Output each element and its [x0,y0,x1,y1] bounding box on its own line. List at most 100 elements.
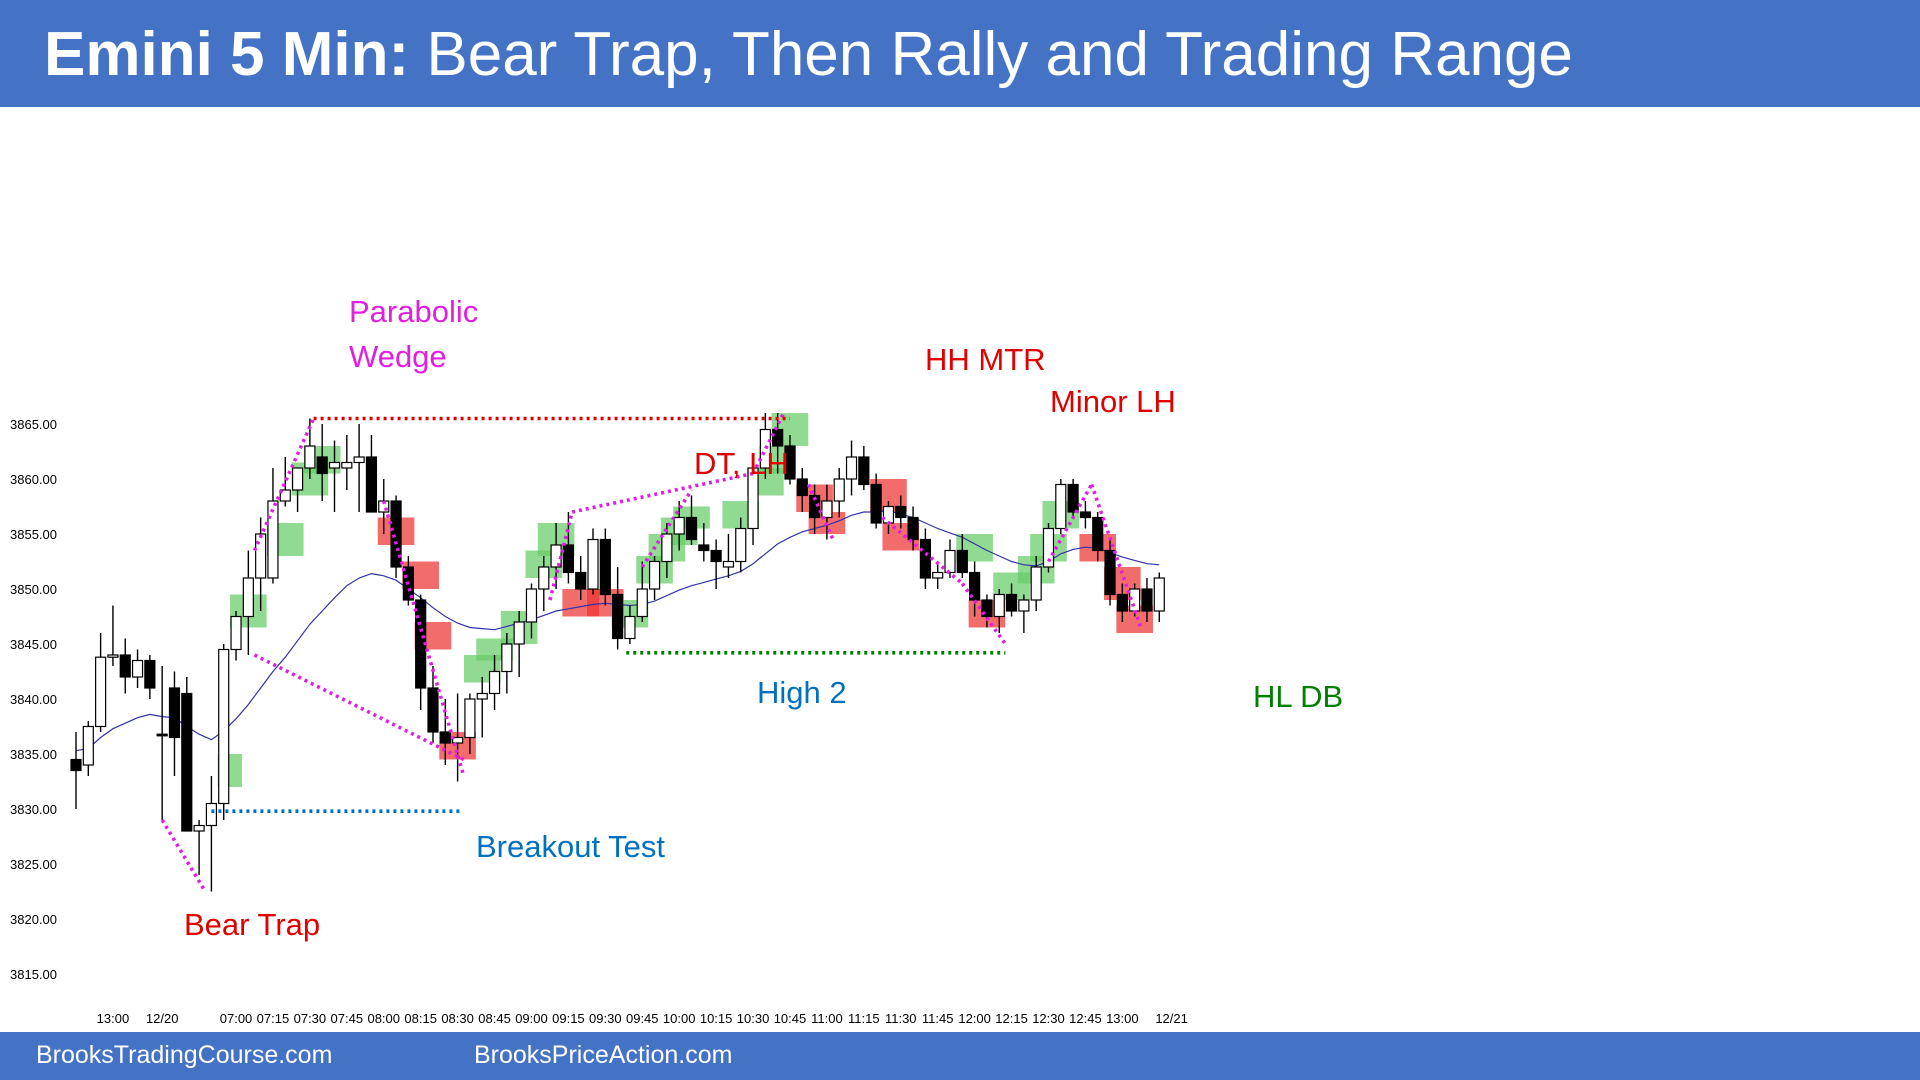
trendline-magenta-10 [960,582,1007,646]
x-tick-label: 07:00 [220,1011,253,1026]
candle-13 [230,611,242,661]
x-tick-label: 12:45 [1069,1011,1102,1026]
trendline-magenta-7 [751,412,786,475]
annotation-minor-lh: Minor LH [1050,384,1176,419]
candle-body-56 [759,428,771,469]
candle-body-49 [673,516,685,535]
candle-81 [1067,479,1079,518]
candle-body-79 [1042,527,1055,568]
candle-61 [821,484,833,540]
x-tick-label: 12:15 [995,1011,1028,1026]
candle-body-53 [722,560,735,568]
trendline-magenta-11 [1046,483,1094,563]
candle-body-6 [144,659,156,689]
candle-15 [255,517,267,611]
candle-body-33 [476,692,488,700]
candle-body-43 [599,538,611,596]
candle-body-21 [328,461,341,469]
candle-52 [710,539,722,589]
candle-64 [858,446,870,490]
y-tick-label: 3815.00 [10,967,57,982]
y-tick-label: 3830.00 [10,802,57,817]
candle-41 [575,556,587,600]
candle-53 [722,534,735,578]
candle-body-17 [279,489,291,502]
candlestick-chart: 3815.00 3820.00 3825.00 3830.00 3835.00 3840.… [10,294,1343,1026]
candle-body-26 [390,500,402,568]
candle-42 [587,528,599,595]
annotation-breakout-test: Breakout Test [476,829,665,864]
candle-23 [353,424,365,512]
candle-body-82 [1079,511,1092,519]
candle-11 [205,776,218,892]
candle-38 [538,556,550,611]
candle-29 [427,666,439,743]
candle-body-71 [944,549,956,574]
candle-body-39 [550,544,562,568]
candle-54 [735,517,747,573]
x-tick-label: 08:15 [404,1011,437,1026]
candle-70 [932,561,944,589]
candle-body-1 [82,725,94,766]
candle-82 [1079,501,1092,529]
y-tick-label: 3850.00 [10,582,57,597]
candle-body-4 [119,654,131,678]
x-tick-label: 08:00 [367,1011,400,1026]
candle-body-10 [193,824,205,832]
candle-body-37 [525,588,538,623]
annotation-layer: Parabolic Wedge HH MTR Minor LH DT, LH H… [184,294,1343,942]
x-tick-label: 12/20 [146,1011,179,1026]
candle-body-87 [1141,588,1153,612]
candle-51 [698,523,710,562]
candle-60 [808,484,821,534]
candle-body-0 [70,758,82,772]
candle-32 [464,693,476,754]
candle-62 [833,468,845,518]
footer-link-brooks-trading-course[interactable]: BrooksTradingCourse.com [36,1041,333,1069]
candle-body-70 [932,571,944,579]
candle-body-81 [1067,483,1079,513]
candle-body-64 [858,456,870,486]
candle-87 [1141,578,1153,622]
candle-18 [291,467,304,512]
candle-79 [1042,523,1055,573]
y-tick-label: 3835.00 [10,747,57,762]
candle-22 [341,435,353,490]
candle-body-62 [833,478,845,502]
annotation-hl-db: HL DB [1253,679,1343,714]
candle-body-11 [205,802,218,827]
x-tick-label: 10:30 [737,1011,770,1026]
x-tick-label: 10:45 [774,1011,807,1026]
candle-8 [168,671,181,776]
trendline-magenta-5 [640,489,694,568]
candle-body-20 [316,456,328,475]
candle-34 [488,655,501,710]
x-tick-label: 09:00 [515,1011,548,1026]
x-tick-label: 12/21 [1155,1011,1188,1026]
y-tick-label: 3865.00 [10,417,57,432]
trendline-magenta-8 [806,483,835,541]
annotation-high-2: High 2 [757,675,847,710]
candle-layer [70,413,1165,892]
candle-2 [95,633,107,732]
candle-84 [1104,539,1116,606]
annotation-hh-mtr: HH MTR [925,342,1046,377]
x-tick-label: 13:00 [1106,1011,1139,1026]
footer-link-brooks-price-action[interactable]: BrooksPriceAction.com [474,1041,733,1069]
candle-body-8 [168,687,181,739]
candle-body-77 [1018,599,1030,612]
candle-body-47 [648,560,661,590]
candle-49 [673,501,685,551]
candle-body-78 [1030,566,1042,601]
candle-body-9 [181,692,193,832]
candle-body-48 [661,533,673,563]
x-tick-label: 09:15 [552,1011,585,1026]
candle-43 [599,528,611,606]
y-tick-label: 3840.00 [10,692,57,707]
candle-body-14 [242,577,254,618]
candle-body-2 [95,656,107,728]
candle-body-84 [1104,549,1116,596]
candle-0 [70,732,82,809]
candle-48 [661,523,673,578]
candle-67 [895,495,907,529]
